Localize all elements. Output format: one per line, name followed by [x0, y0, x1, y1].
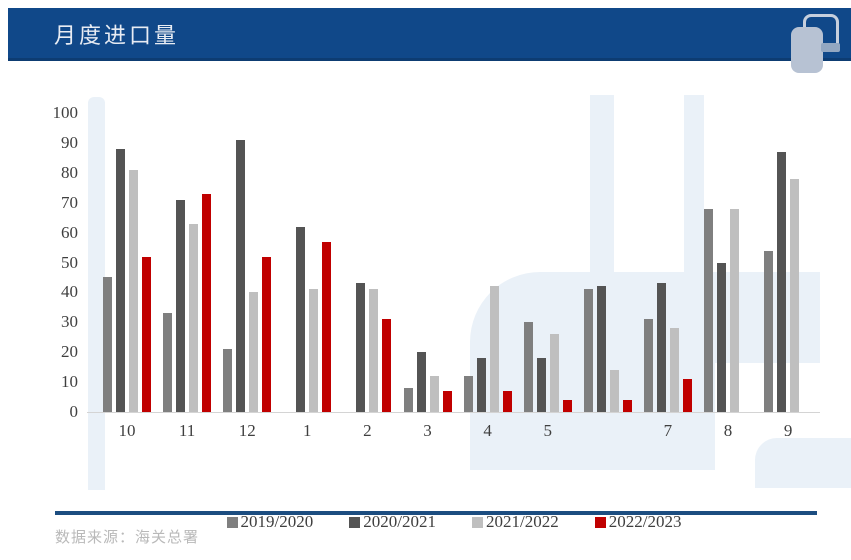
bar-2020-2021-month-5 [536, 358, 546, 412]
bar-2020-2021-month-12 [236, 139, 246, 412]
bar-2021-2022-month-4 [489, 286, 499, 412]
bar-2020-2021-month-7 [656, 283, 666, 412]
bar-2020-2021-month-10 [116, 148, 125, 412]
bar-2019-2020-month-12 [223, 349, 233, 412]
legend-label: 2022/2023 [608, 512, 682, 531]
legend-swatch-icon [349, 516, 361, 528]
bar-2020-2021-month-3 [416, 352, 426, 412]
x-axis-line [87, 412, 820, 413]
bar-2021-2022-month-11 [189, 223, 199, 412]
bar-2022-2023-month-10 [142, 256, 151, 412]
bar-2019-2020-month-5 [523, 322, 533, 412]
x-tick-label: 12 [238, 421, 256, 440]
bar-2022-2023-month-6 [622, 400, 632, 412]
x-tick-label: 4 [483, 421, 492, 440]
bar-2020-2021-month-1 [296, 226, 306, 412]
bar-2021-2022-month-12 [249, 292, 259, 412]
bar-2022-2023-month-12 [262, 256, 272, 412]
x-tick-label: 11 [178, 421, 196, 440]
bar-2021-2022-month-1 [309, 289, 319, 412]
bar-2021-2022-month-2 [369, 289, 379, 412]
bar-2022-2023-month-1 [322, 241, 332, 412]
x-tick-label: 10 [118, 421, 136, 440]
monthly-import-bar-chart: 0 10 20 30 40 50 60 70 80 90 100 10 11 12 1 2 3 4 5 7 8 9 20… [0, 60, 851, 531]
y-tick-label: 60 [61, 222, 78, 242]
bar-2019-2020-month-9 [764, 250, 774, 412]
bar-2020-2021-month-6 [596, 286, 606, 412]
bar-2021-2022-month-10 [129, 169, 138, 412]
legend-label: 2019/2020 [240, 512, 314, 531]
bar-2021-2022-month-7 [669, 328, 679, 412]
y-tick-label: 90 [61, 132, 78, 152]
x-tick-label: 5 [543, 421, 552, 440]
legend-item: 2022/2023 [594, 512, 682, 532]
bar-2021-2022-month-9 [790, 178, 800, 412]
bar-2019-2020-month-8 [704, 208, 713, 412]
logo-bar-icon [821, 43, 840, 52]
footer-divider [55, 511, 817, 515]
x-tick-label: 7 [663, 421, 673, 440]
title-bar: 月度进口量 [8, 8, 851, 61]
bar-2020-2021-month-2 [356, 283, 366, 412]
y-tick-label: 0 [69, 402, 79, 421]
chart-legend: 2019/2020 2020/2021 2021/2022 2022/2023 [88, 512, 820, 532]
bar-2020-2021-month-9 [777, 151, 787, 412]
x-tick-label: 1 [303, 421, 312, 440]
bar-2019-2020-month-6 [583, 289, 593, 412]
bar-2020-2021-month-11 [176, 199, 186, 412]
legend-label: 2020/2021 [363, 512, 436, 531]
bar-2022-2023-month-5 [562, 400, 572, 412]
bar-2022-2023-month-4 [502, 391, 512, 412]
x-tick-label: 3 [423, 421, 432, 440]
legend-label: 2021/2022 [486, 512, 559, 531]
bar-2021-2022-month-6 [609, 370, 619, 412]
brand-logo-icon [785, 12, 847, 92]
x-tick-label: 2 [363, 421, 372, 440]
bar-2022-2023-month-7 [682, 379, 692, 412]
y-tick-label: 100 [52, 103, 79, 122]
logo-filled-square-icon [791, 27, 823, 73]
x-tick-label: 8 [723, 421, 733, 440]
bar-2019-2020-month-4 [463, 376, 473, 412]
bar-2021-2022-month-3 [429, 376, 439, 412]
legend-swatch-icon [472, 516, 483, 528]
y-tick-label: 20 [61, 342, 78, 362]
bar-2022-2023-month-2 [382, 319, 392, 412]
y-tick-label: 10 [61, 372, 78, 392]
bar-2019-2020-month-11 [163, 313, 173, 412]
legend-swatch-icon [594, 516, 606, 528]
data-source-text: 数据来源：海关总署 [55, 530, 200, 546]
watermark-shape [684, 95, 704, 272]
bar-2019-2020-month-10 [103, 277, 112, 412]
legend-item: 2019/2020 [226, 512, 314, 532]
bar-2021-2022-month-8 [730, 208, 739, 412]
bar-2020-2021-month-8 [717, 262, 726, 412]
y-tick-label: 50 [61, 252, 78, 272]
bar-2019-2020-month-7 [643, 319, 653, 412]
watermark-shape [88, 97, 105, 490]
watermark-shape [755, 438, 851, 488]
bar-2020-2021-month-4 [476, 358, 486, 412]
x-tick-label: 9 [783, 421, 793, 440]
bar-2022-2023-month-3 [442, 391, 452, 412]
bar-2021-2022-month-5 [549, 334, 559, 412]
page-title: 月度进口量 [54, 23, 180, 48]
legend-item: 2021/2022 [472, 512, 559, 532]
legend-swatch-icon [226, 516, 238, 528]
y-tick-label: 30 [61, 312, 78, 332]
y-tick-label: 80 [61, 162, 78, 182]
y-tick-label: 40 [61, 282, 78, 302]
bar-2019-2020-month-3 [403, 388, 413, 412]
y-tick-label: 70 [61, 192, 78, 212]
bar-2022-2023-month-11 [202, 193, 212, 412]
watermark-shape [590, 95, 614, 272]
legend-item: 2020/2021 [349, 512, 436, 532]
